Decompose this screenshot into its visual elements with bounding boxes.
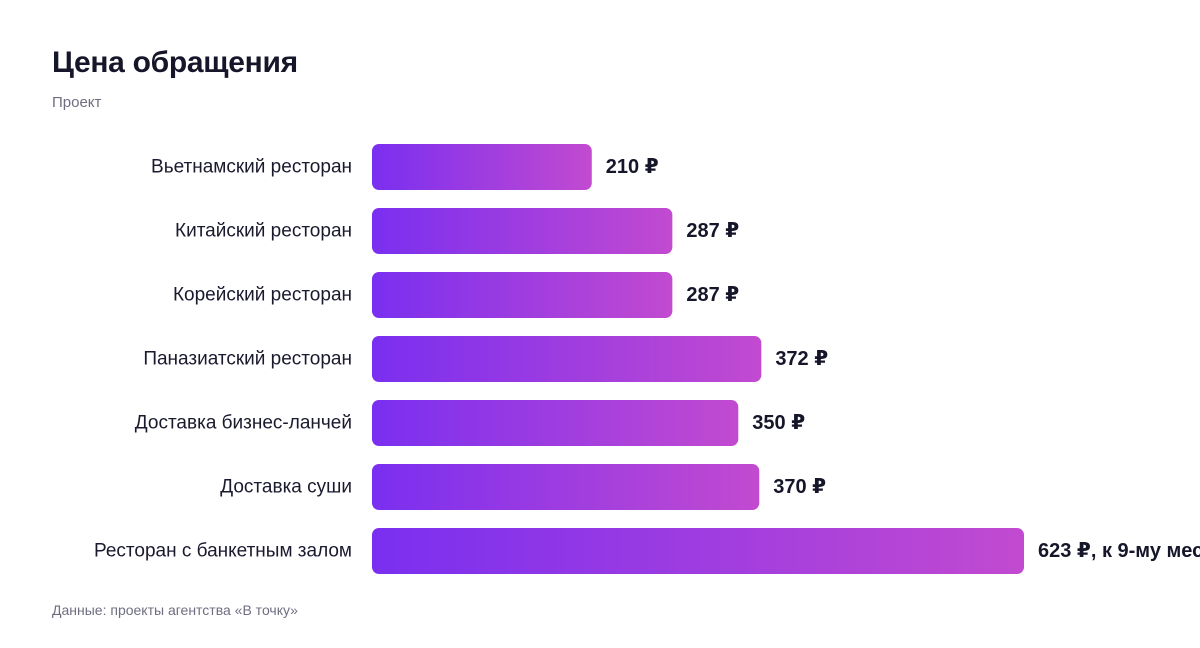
value-label: 370 ₽ (773, 476, 826, 498)
value-label: 287 ₽ (686, 220, 739, 242)
chart-subtitle: Проект (52, 94, 102, 111)
bar-row: Ресторан с банкетным залом 623 ₽, к 9-му … (94, 528, 1200, 574)
bar (372, 144, 592, 190)
bar-row: Доставка суши 370 ₽ (220, 464, 826, 510)
value-label: 210 ₽ (606, 156, 659, 178)
bar (372, 336, 762, 382)
category-label: Доставка бизнес-ланчей (135, 413, 352, 434)
bar-row: Китайский ресторан 287 ₽ (175, 208, 739, 254)
bar-row: Доставка бизнес-ланчей 350 ₽ (135, 400, 805, 446)
bar (372, 208, 673, 254)
data-source-note: Данные: проекты агентства «В точку» (52, 602, 298, 618)
bar (372, 528, 1024, 574)
category-label: Вьетнамский ресторан (151, 157, 352, 178)
bar (372, 464, 760, 510)
category-label: Доставка суши (220, 477, 352, 498)
category-label: Ресторан с банкетным залом (94, 541, 352, 562)
value-label: 350 ₽ (752, 412, 805, 434)
bar (372, 400, 739, 446)
category-label: Китайский ресторан (175, 221, 352, 242)
value-label: 287 ₽ (686, 284, 739, 306)
value-label: 372 ₽ (775, 348, 828, 370)
chart-title: Цена обращения (52, 46, 298, 79)
bar-row: Вьетнамский ресторан 210 ₽ (151, 144, 659, 190)
category-label: Паназиатский ресторан (143, 349, 352, 370)
value-label: 623 ₽, к 9-му мес (1038, 540, 1200, 562)
bar-row: Корейский ресторан 287 ₽ (173, 272, 739, 318)
bar (372, 272, 673, 318)
bar-row: Паназиатский ресторан 372 ₽ (143, 336, 828, 382)
category-label: Корейский ресторан (173, 285, 352, 306)
bars-layer: Вьетнамский ресторан 210 ₽ Китайский ресто… (94, 144, 1200, 574)
